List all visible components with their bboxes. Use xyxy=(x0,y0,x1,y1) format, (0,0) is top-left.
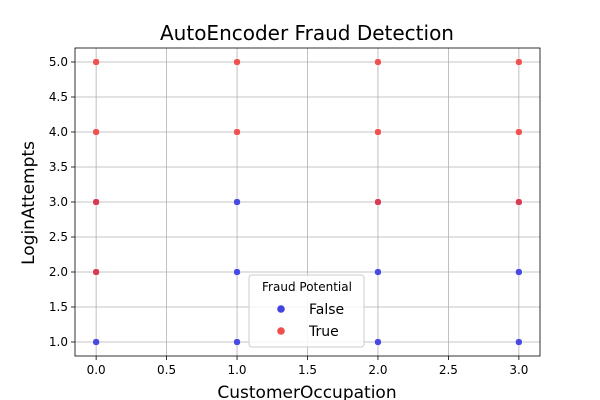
x-tick-label: 2.5 xyxy=(439,363,458,377)
data-point-true xyxy=(374,198,382,206)
data-point-true xyxy=(92,58,101,66)
x-axis-label: CustomerOccupation xyxy=(217,383,396,400)
legend-marker-true xyxy=(277,327,285,335)
y-axis-ticks: 1.0 1.5 2.0 2.5 3.0 3.5 4.0 4.5 5.0 xyxy=(49,55,75,349)
data-point-true xyxy=(514,58,523,66)
legend-title: Fraud Potential xyxy=(262,280,352,294)
data-point-true xyxy=(92,198,101,206)
x-tick-label: 2.0 xyxy=(368,363,387,377)
data-point-false xyxy=(233,268,241,276)
legend: Fraud Potential False True xyxy=(248,274,365,348)
data-point-false xyxy=(92,338,101,346)
x-tick-label: 3.0 xyxy=(509,363,528,377)
data-point-true xyxy=(92,128,101,136)
legend-marker-false xyxy=(277,305,285,313)
data-point-true xyxy=(514,128,523,136)
data-point-false xyxy=(233,338,241,346)
x-tick-label: 1.0 xyxy=(227,363,246,377)
x-tick-label: 0.5 xyxy=(157,363,176,377)
legend-label-false: False xyxy=(309,302,344,318)
legend-box xyxy=(248,274,365,348)
legend-entries: False True xyxy=(277,302,344,340)
y-tick-label: 2.0 xyxy=(49,265,68,279)
data-point-false xyxy=(374,338,382,346)
data-point-true xyxy=(233,128,241,136)
y-tick-label: 1.0 xyxy=(49,335,68,349)
data-point-true xyxy=(92,268,101,276)
data-point-false xyxy=(374,268,382,276)
data-point-true xyxy=(374,128,382,136)
y-tick-label: 3.5 xyxy=(49,160,68,174)
data-point-false xyxy=(233,198,241,206)
data-point-true xyxy=(233,58,241,66)
x-axis-ticks: 0.0 0.5 1.0 1.5 2.0 2.5 3.0 xyxy=(87,356,528,377)
data-points xyxy=(92,58,523,346)
data-point-true xyxy=(514,198,523,206)
y-tick-label: 4.0 xyxy=(49,125,68,139)
legend-label-true: True xyxy=(308,324,339,340)
y-tick-label: 3.0 xyxy=(49,195,68,209)
data-point-false xyxy=(514,268,523,276)
y-tick-label: 4.5 xyxy=(49,90,68,104)
y-tick-label: 5.0 xyxy=(49,55,68,69)
data-point-false xyxy=(514,338,523,346)
data-point-true xyxy=(374,58,382,66)
y-tick-label: 1.5 xyxy=(49,300,68,314)
x-tick-label: 0.0 xyxy=(87,363,106,377)
x-tick-label: 1.5 xyxy=(298,363,317,377)
chart-title: AutoEncoder Fraud Detection xyxy=(160,21,454,45)
y-tick-label: 2.5 xyxy=(49,230,68,244)
y-axis-label: LoginAttempts xyxy=(19,141,39,265)
